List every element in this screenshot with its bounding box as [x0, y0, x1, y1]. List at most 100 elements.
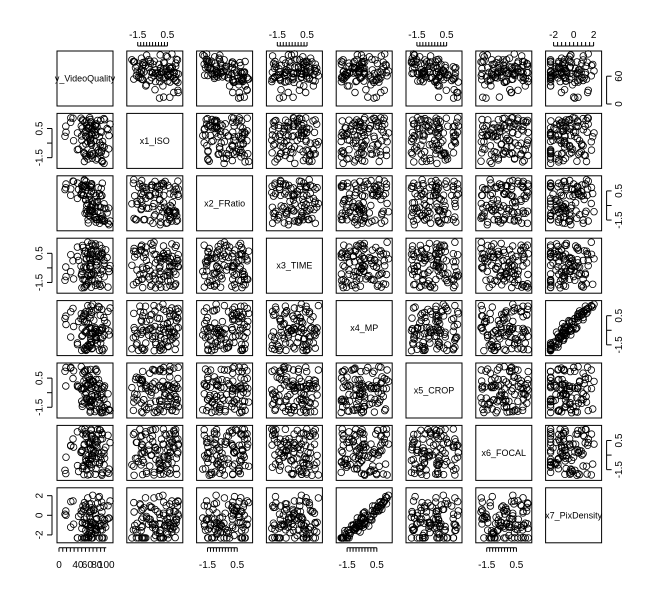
data-point [409, 217, 418, 225]
data-point [509, 149, 517, 158]
data-point [96, 270, 105, 278]
data-point [303, 385, 311, 393]
data-point [583, 305, 591, 314]
data-point [311, 326, 319, 334]
data-point [365, 71, 373, 79]
data-point [235, 331, 243, 340]
data-point [172, 185, 180, 193]
data-point [417, 192, 425, 200]
data-point [519, 389, 527, 397]
data-point [168, 240, 176, 248]
data-point [512, 335, 520, 343]
data-point [302, 347, 310, 355]
data-point [508, 149, 516, 157]
cell-x1_ISO-vs-x5_CROP [405, 112, 463, 169]
data-point [514, 177, 522, 185]
data-point [364, 363, 372, 372]
data-point [300, 120, 308, 128]
data-point [520, 390, 528, 398]
data-point [286, 390, 294, 399]
data-point [383, 137, 391, 146]
data-point [372, 243, 380, 252]
data-point [155, 94, 164, 102]
cell-x2_FRatio-vs-x4_MP [335, 175, 393, 232]
data-point [480, 53, 488, 61]
data-point [150, 212, 158, 220]
data-point [204, 443, 212, 451]
data-point [440, 67, 448, 75]
data-point [425, 324, 434, 332]
data-point [561, 457, 569, 465]
data-point [382, 384, 391, 393]
data-point [508, 344, 516, 353]
cell-x2_FRatio-vs-x5_CROP [405, 175, 463, 232]
data-point [269, 141, 278, 149]
data-point [284, 207, 292, 215]
data-point [495, 272, 504, 281]
data-point [383, 238, 391, 246]
data-point [584, 304, 592, 313]
data-point [502, 269, 510, 277]
cell-x1_ISO-vs-x3_TIME [265, 112, 323, 169]
data-point [87, 329, 95, 337]
data-point [451, 281, 459, 290]
data-point [339, 283, 347, 292]
data-point [172, 77, 180, 85]
data-point [371, 216, 379, 224]
data-point [478, 324, 486, 332]
data-point [566, 149, 574, 158]
data-point [517, 344, 525, 352]
data-point [100, 259, 109, 267]
data-point [514, 407, 522, 415]
data-point [428, 140, 436, 148]
data-point [353, 185, 361, 193]
data-point [276, 179, 284, 188]
data-point [574, 93, 582, 101]
data-point [416, 331, 424, 340]
data-point [62, 263, 70, 271]
data-point [293, 55, 301, 63]
data-point [509, 384, 517, 393]
data-point [575, 210, 584, 219]
data-point [382, 146, 391, 154]
data-point [279, 128, 287, 136]
data-point [442, 114, 450, 122]
data-point [409, 116, 417, 124]
data-point [137, 246, 146, 254]
data-point [546, 149, 555, 157]
data-point [302, 137, 310, 146]
data-point [337, 137, 345, 146]
data-point [554, 136, 562, 144]
data-point [424, 268, 432, 276]
data-point [340, 149, 348, 158]
data-point [511, 139, 519, 147]
data-point [170, 426, 178, 435]
data-point [587, 137, 595, 146]
data-point [546, 383, 555, 392]
data-point [79, 313, 87, 321]
data-point [381, 120, 389, 128]
data-point [415, 203, 424, 211]
cell-x4_MP-vs-x6_FOCAL [475, 300, 533, 357]
data-point [368, 115, 376, 124]
data-point [514, 208, 522, 217]
data-point [589, 133, 597, 141]
data-point [562, 328, 570, 337]
data-point [497, 324, 505, 332]
data-point [356, 240, 364, 248]
data-point [416, 185, 424, 193]
data-point [514, 325, 522, 333]
data-point [293, 382, 301, 390]
data-point [358, 58, 366, 66]
data-point [214, 376, 222, 384]
data-point [367, 201, 375, 210]
data-point [106, 406, 114, 415]
data-point [508, 182, 516, 190]
data-point [547, 209, 555, 217]
data-point [137, 54, 146, 62]
data-point [426, 156, 435, 165]
data-point [142, 405, 151, 414]
data-point [171, 281, 179, 289]
data-point [520, 253, 528, 261]
data-point [337, 276, 346, 285]
